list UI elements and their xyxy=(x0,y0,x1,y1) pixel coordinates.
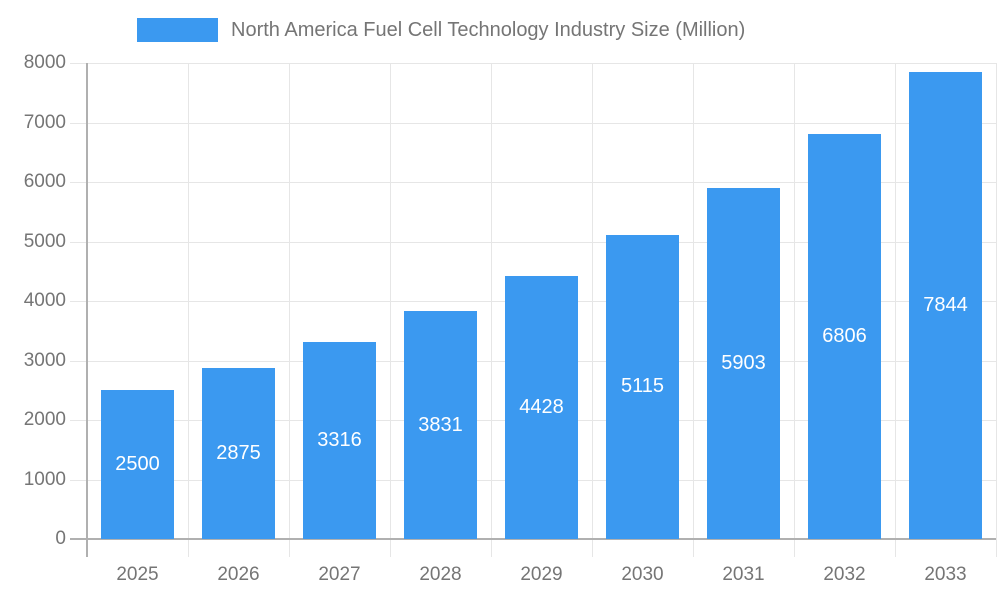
legend-swatch-icon xyxy=(137,18,218,42)
x-tick-label: 2028 xyxy=(419,564,462,585)
bar: 3316 xyxy=(303,341,376,539)
bar: 3831 xyxy=(404,311,477,539)
x-tick-label: 2031 xyxy=(722,564,765,585)
bar-value-label: 3316 xyxy=(317,428,362,451)
y-gridline xyxy=(70,241,996,243)
y-gridline xyxy=(70,122,996,124)
x-gridline xyxy=(693,63,694,557)
x-gridline xyxy=(289,63,290,557)
bar-value-label: 2500 xyxy=(115,453,160,476)
x-tick-label: 2029 xyxy=(520,564,563,585)
x-gridline xyxy=(996,63,997,557)
y-axis-line xyxy=(86,63,88,557)
bar-value-label: 4428 xyxy=(519,395,564,418)
x-tick-label: 2025 xyxy=(116,564,159,585)
y-tick-label: 3000 xyxy=(23,349,66,371)
bar: 2875 xyxy=(202,367,275,539)
bar-value-label: 6806 xyxy=(822,325,867,347)
bar: 4428 xyxy=(505,275,578,539)
bar: 7844 xyxy=(909,72,982,539)
y-tick-label: 4000 xyxy=(23,290,66,311)
legend-item[interactable]: North America Fuel Cell Technology Indus… xyxy=(137,18,745,42)
y-tick-label: 8000 xyxy=(23,52,66,73)
bar: 6806 xyxy=(808,134,881,539)
bar-value-label: 5115 xyxy=(620,375,664,398)
x-gridline xyxy=(188,63,189,557)
y-gridline xyxy=(70,63,996,64)
y-tick-label: 0 xyxy=(55,528,66,549)
x-tick-label: 2026 xyxy=(217,564,260,585)
bar-value-label: 7844 xyxy=(923,294,968,317)
y-tick-label: 5000 xyxy=(23,230,66,252)
legend-series-label: North America Fuel Cell Technology Indus… xyxy=(231,18,746,41)
x-gridline xyxy=(491,63,492,557)
bar: 2500 xyxy=(101,390,174,539)
x-gridline xyxy=(390,63,391,557)
x-gridline xyxy=(592,63,593,557)
y-tick-label: 1000 xyxy=(23,468,66,490)
x-gridline xyxy=(794,63,795,557)
bar-value-label: 3831 xyxy=(418,413,463,436)
x-tick-label: 2027 xyxy=(318,564,361,585)
y-tick-label: 6000 xyxy=(23,171,66,192)
x-tick-label: 2033 xyxy=(924,564,967,585)
x-gridline xyxy=(895,63,896,557)
y-tick-label: 2000 xyxy=(23,409,66,430)
x-axis-baseline xyxy=(70,538,996,540)
x-tick-label: 2030 xyxy=(621,564,664,585)
y-tick-label: 7000 xyxy=(23,111,66,133)
bar: 5903 xyxy=(707,187,780,539)
bar: 5115 xyxy=(606,234,679,539)
x-tick-label: 2032 xyxy=(823,564,866,585)
bar-value-label: 5903 xyxy=(721,351,766,374)
y-gridline xyxy=(70,182,996,183)
bar-value-label: 2875 xyxy=(216,441,261,464)
